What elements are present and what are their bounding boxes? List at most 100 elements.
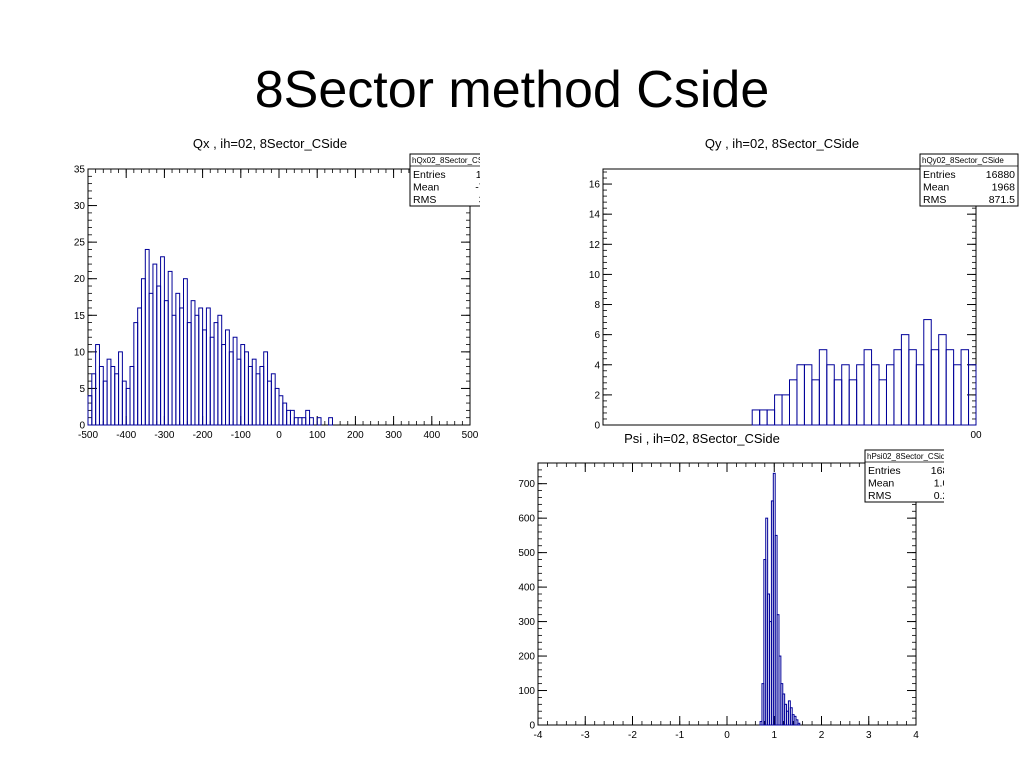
histogram-bin — [175, 292, 181, 426]
histogram-bin — [293, 417, 299, 426]
histogram-bin — [278, 395, 284, 426]
histogram-bin — [811, 379, 820, 426]
histogram-bin — [908, 349, 917, 426]
histogram-bin — [156, 285, 162, 426]
stats-rms-label: RMS — [923, 194, 946, 206]
histogram-bin — [125, 387, 131, 426]
stats-box-frame — [864, 449, 944, 503]
stats-histogram-name: hQy02_8Sector_CSide — [922, 156, 1004, 165]
histogram-bin — [270, 373, 276, 426]
y-tick-label: 20 — [74, 274, 86, 285]
x-tick-label: 100 — [309, 430, 326, 440]
histogram-bin — [803, 364, 813, 426]
histogram-bin — [152, 263, 158, 426]
histogram-bin — [148, 292, 154, 426]
histogram-bin — [221, 344, 227, 426]
histogram-bin — [198, 307, 204, 426]
x-tick-label: -100 — [231, 430, 251, 440]
chart-title: Qx , ih=02, 8Sector_CSide — [193, 136, 347, 151]
histogram-bin — [95, 344, 100, 426]
histogram-bin — [118, 351, 123, 426]
stats-rms-value: 0.204 — [934, 490, 944, 502]
histogram-bin — [205, 307, 211, 426]
histogram-bin — [133, 322, 139, 426]
y-tick-label: 16 — [589, 180, 601, 191]
histogram-bin — [163, 300, 169, 426]
stats-histogram-name: hQx02_8Sector_CSide — [412, 156, 480, 165]
histogram-bin — [766, 409, 776, 426]
x-tick-label: 200 — [347, 430, 364, 440]
histogram-bin — [968, 364, 977, 426]
x-tick-label: 3 — [866, 730, 872, 741]
histogram-bin — [297, 417, 303, 426]
y-tick-label: 500 — [518, 548, 535, 559]
histogram-bin — [923, 319, 932, 426]
histogram-bin — [137, 307, 142, 426]
chart-title: Qy , ih=02, 8Sector_CSide — [705, 136, 859, 151]
x-tick-label: -400 — [116, 430, 136, 440]
stats-mean-label: Mean — [413, 182, 439, 194]
histogram-bin — [826, 364, 835, 426]
histogram-bin — [286, 409, 291, 426]
histogram-bin — [915, 364, 925, 426]
stats-mean-value: 1.008 — [934, 478, 944, 490]
y-tick-label: 4 — [594, 360, 600, 371]
histogram-bin — [282, 402, 288, 426]
histogram-bin — [247, 365, 253, 426]
histogram-bin — [795, 719, 799, 726]
y-tick-label: 6 — [594, 330, 600, 341]
y-tick-label: 300 — [518, 617, 535, 628]
histogram-bin — [274, 387, 280, 426]
y-tick-label: 400 — [518, 583, 535, 594]
stats-box: hQx02_8Sector_CSide Entries 16880 Mean -743.… — [409, 153, 480, 207]
series-bars — [751, 319, 977, 426]
histogram-bin — [960, 349, 970, 426]
histogram-bin — [945, 349, 955, 426]
stats-histogram-name: hPsi02_8Sector_CSide — [867, 452, 944, 461]
plot-frame — [537, 462, 917, 726]
histogram-bin — [316, 417, 322, 426]
histogram-bin — [114, 373, 120, 426]
histogram-bin — [102, 380, 108, 426]
histogram-bin — [841, 364, 850, 426]
y-tick-label: 25 — [74, 238, 86, 249]
x-tick-label: -3 — [581, 730, 590, 741]
y-tick-label: 100 — [518, 686, 535, 697]
histogram-bin — [751, 409, 761, 426]
chart-title: Psi , ih=02, 8Sector_CSide — [624, 431, 780, 446]
stats-rms-label: RMS — [868, 490, 891, 502]
histogram-bin — [129, 365, 135, 426]
histogram-bin — [179, 307, 185, 426]
y-tick-label: 12 — [589, 240, 601, 251]
stats-rms-label: RMS — [413, 194, 436, 206]
y-tick-label: 10 — [589, 270, 601, 281]
histogram-bin — [140, 278, 146, 426]
histogram-bin — [774, 394, 783, 426]
stats-mean-value: 1968 — [992, 182, 1016, 194]
histogram-bin — [848, 379, 858, 426]
y-tick-label: 30 — [74, 201, 86, 212]
histogram-bin — [263, 351, 269, 426]
stats-box-frame — [409, 153, 480, 207]
x-tick-label: 1 — [771, 730, 777, 741]
histogram-bin — [759, 409, 768, 426]
histogram-bin — [301, 417, 307, 426]
histogram-bin — [171, 314, 177, 426]
slide-title: 8Sector method Cside — [254, 61, 770, 119]
x-tick-label: 500 — [462, 430, 479, 440]
stats-box-frame — [919, 153, 1019, 207]
histogram-bin — [833, 379, 843, 426]
histogram-bin — [217, 314, 223, 426]
histogram-bin — [160, 256, 165, 426]
qy-histogram: Qy , ih=02, 8Sector_CSide 0 2 4 6 8 10 12 14 16 00… — [589, 136, 1019, 440]
x-tick-label: -500 — [78, 430, 98, 440]
x-tick-label: 4 — [913, 730, 919, 741]
psi-histogram: Psi , ih=02, 8Sector_CSide 0 100 200 300 400 5… — [518, 431, 944, 741]
histogram-bin — [309, 417, 314, 426]
histogram-bin — [289, 409, 295, 426]
histogram-bin — [110, 365, 116, 426]
histogram-bin — [240, 344, 246, 426]
stats-entries-value: 16880 — [476, 169, 480, 181]
stats-entries-value: 16880 — [931, 465, 944, 477]
x-tick-label: 00 — [970, 430, 982, 440]
